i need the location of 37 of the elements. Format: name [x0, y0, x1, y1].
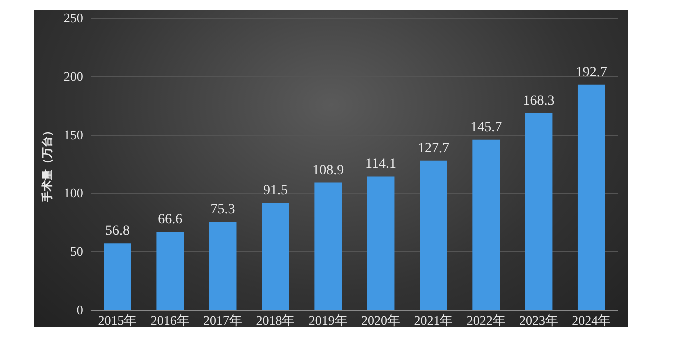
data-label: 56.8 — [105, 224, 130, 240]
data-label: 108.9 — [312, 163, 344, 178]
x-tick-label: 2016年 — [150, 313, 190, 328]
x-tick-label: 2021年 — [414, 313, 454, 328]
bar — [367, 176, 395, 310]
x-tick-label: 2019年 — [308, 313, 348, 328]
data-label: 145.7 — [470, 120, 502, 136]
y-tick-label: 100 — [64, 186, 84, 201]
y-tick-label: 250 — [64, 10, 84, 26]
data-label: 168.3 — [523, 94, 555, 109]
data-label: 75.3 — [210, 202, 236, 218]
x-tick-label: 2023年 — [520, 313, 559, 328]
x-tick-label: 2017年 — [204, 313, 243, 328]
bar — [525, 113, 553, 310]
bar — [578, 84, 606, 310]
x-tick-label: 2022年 — [466, 313, 506, 328]
data-label: 192.7 — [576, 65, 608, 80]
bar — [104, 244, 132, 310]
x-tick-label: 2018年 — [256, 313, 296, 328]
x-tick-label: 2015年 — [98, 313, 138, 328]
data-label: 127.7 — [418, 141, 450, 156]
y-tick-label: 200 — [64, 68, 84, 84]
bar — [209, 222, 237, 310]
bar — [420, 160, 448, 310]
y-tick-label: 50 — [70, 244, 84, 260]
x-tick-label: 2024年 — [572, 313, 612, 328]
data-label: 66.6 — [158, 212, 183, 228]
data-label: 91.5 — [263, 184, 288, 199]
bar — [156, 232, 184, 310]
y-tick-label: 150 — [64, 127, 84, 142]
bar — [314, 182, 342, 310]
bar — [472, 140, 500, 310]
x-tick-label: 2020年 — [362, 313, 401, 328]
data-label: 114.1 — [366, 157, 397, 172]
bar — [262, 203, 290, 310]
y-axis-title: 手术量（万台） — [41, 126, 54, 204]
y-tick-label: 0 — [76, 302, 84, 318]
